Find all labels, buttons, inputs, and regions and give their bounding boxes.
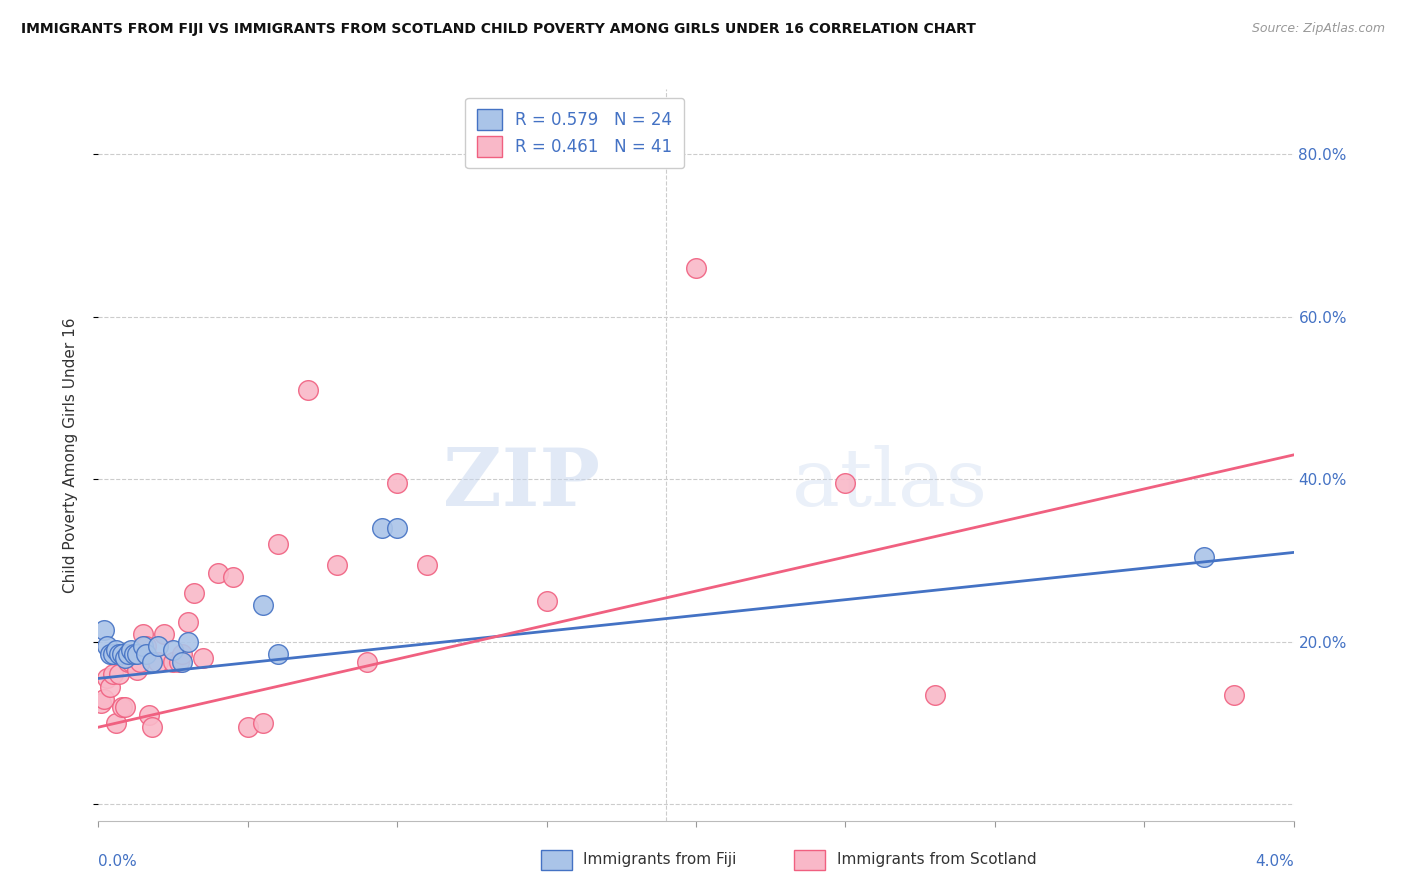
Point [385,521,409,535]
Point [536,594,558,608]
Point [98,647,122,661]
Point [124,647,146,661]
Point [222,570,245,584]
Point [191,651,214,665]
Point [177,635,200,649]
Point [98,680,122,694]
Point [177,615,200,629]
Point [93,691,115,706]
Legend: R = 0.579   N = 24, R = 0.461   N = 41: R = 0.579 N = 24, R = 0.461 N = 41 [465,97,685,169]
Point [90,696,112,710]
Text: 4.0%: 4.0% [1254,854,1294,869]
Point [111,699,134,714]
Point [96,672,118,686]
Text: IMMIGRANTS FROM FIJI VS IMMIGRANTS FROM SCOTLAND CHILD POVERTY AMONG GIRLS UNDER: IMMIGRANTS FROM FIJI VS IMMIGRANTS FROM … [21,22,976,37]
Point [129,655,152,669]
Point [105,643,128,657]
Point [172,655,194,669]
Point [207,566,229,580]
Point [371,521,394,535]
Point [252,599,274,613]
Point [103,667,125,681]
Point [124,647,146,661]
Point [108,647,131,661]
Point [108,667,131,681]
Text: atlas: atlas [792,445,987,524]
Point [135,647,157,661]
Point [127,647,149,661]
Point [356,655,378,669]
Point [1192,549,1215,564]
Text: Source: ZipAtlas.com: Source: ZipAtlas.com [1251,22,1385,36]
Point [117,647,139,661]
Point [416,558,439,572]
Text: 0.0%: 0.0% [98,854,138,869]
Point [93,623,115,637]
Point [148,655,170,669]
Point [236,720,259,734]
Point [132,626,155,640]
Point [685,260,707,275]
Point [162,643,184,657]
Point [127,663,149,677]
Point [385,476,409,491]
Point [103,647,125,661]
Point [834,476,856,491]
Point [297,383,319,397]
Point [114,699,136,714]
Point [1222,688,1246,702]
Point [162,655,184,669]
Point [96,639,118,653]
Point [267,647,290,661]
Point [138,708,160,723]
Text: Immigrants from Fiji: Immigrants from Fiji [583,853,737,867]
Point [141,720,163,734]
Point [120,655,142,669]
Point [183,586,205,600]
Point [120,643,142,657]
Y-axis label: Child Poverty Among Girls Under 16: Child Poverty Among Girls Under 16 [63,318,77,592]
Point [252,716,274,731]
Point [167,655,190,669]
Point [153,626,176,640]
Point [924,688,946,702]
Point [105,716,128,731]
Point [135,639,157,653]
Point [267,537,290,551]
Text: Immigrants from Scotland: Immigrants from Scotland [837,853,1036,867]
Point [117,655,139,669]
Point [132,639,155,653]
Point [148,639,170,653]
Point [111,647,134,661]
Point [114,651,136,665]
Point [326,558,349,572]
Text: ZIP: ZIP [443,445,600,524]
Point [141,655,163,669]
Point [172,647,194,661]
